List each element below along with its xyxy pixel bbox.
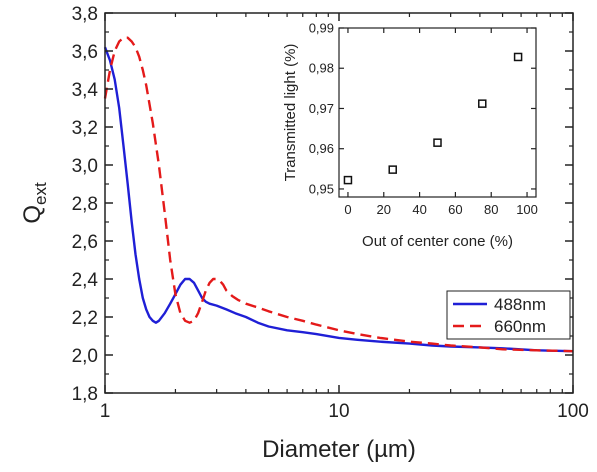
inset-y-tick-label: 0,98 (309, 61, 334, 76)
main-chart: 1,82,02,22,42,62,83,03,23,43,63,81 10 100 … (19, 4, 589, 463)
main-y-axis-title-main: Q (19, 205, 46, 224)
main-y-tick-label: 3,4 (72, 80, 99, 101)
main-y-tick-label: 1,8 (72, 384, 98, 405)
main-y-tick-label: 2,0 (72, 346, 98, 367)
inset-x-axis-title: Out of center cone (%) (362, 233, 513, 250)
inset-x-tick-label: 20 (377, 202, 391, 217)
legend-box (446, 290, 571, 340)
inset-axes: 0,95 0,96 0,97 0,98 0,99 0 20 40 60 80 100 (309, 21, 538, 218)
main-y-tick-label: 3,0 (72, 156, 98, 177)
inset-chart: 0,95 0,96 0,97 0,98 0,99 0 20 40 60 80 100 Out of … (282, 21, 538, 251)
inset-points (343, 52, 523, 185)
main-x-axis-title: Diameter (µm) (262, 436, 416, 463)
main-y-tick-label: 3,2 (72, 118, 98, 139)
main-y-tick-label: 2,4 (72, 270, 99, 291)
legend: 488nm 660nm (446, 290, 571, 340)
inset-x-tick-label: 80 (484, 202, 498, 217)
main-y-tick-label: 2,8 (72, 194, 98, 215)
series-line-488nm (103, 46, 574, 353)
legend-label-488nm: 488nm (494, 295, 546, 314)
main-y-tick-label: 3,6 (72, 42, 98, 63)
main-y-tick-label: 3,8 (72, 4, 98, 25)
inset-y-tick-label: 0,97 (309, 101, 334, 116)
inset-point (388, 165, 397, 174)
main-y-axis-title-subscript: ext (31, 182, 50, 205)
main-y-tick-label: 2,2 (72, 308, 98, 329)
main-curves (103, 36, 574, 353)
inset-y-tick-label: 0,96 (309, 141, 334, 156)
main-y-tick-label: 2,6 (72, 232, 98, 253)
inset-point (433, 138, 442, 147)
main-axes: 1,8 2,0 2,2 2,4 2,6 2,8 3,0 3,2 3,4 3,6 3,8 1 10 100 (72, 4, 589, 422)
inset-x-tick-label: 100 (516, 202, 538, 217)
inset-point (478, 99, 487, 108)
inset-point (513, 52, 523, 62)
inset-x-tick-label: 60 (448, 202, 462, 217)
main-x-tick-label: 100 (557, 401, 589, 422)
inset-x-tick-label: 0 (344, 202, 351, 217)
inset-plot-frame (338, 27, 537, 198)
main-y-axis-title: Qext (19, 182, 50, 224)
inset-x-tick-label: 40 (412, 202, 426, 217)
inset-y-axis-title: Transmitted light (%) (282, 44, 299, 182)
series-line-660nm (103, 36, 574, 353)
main-x-tick-label: 10 (328, 401, 349, 422)
inset-point (343, 175, 353, 185)
inset-y-tick-label: 0,99 (309, 21, 334, 36)
inset-y-tick-label: 0,95 (309, 181, 334, 196)
main-x-tick-label: 1 (100, 401, 111, 422)
legend-label-660nm: 660nm (494, 317, 546, 336)
